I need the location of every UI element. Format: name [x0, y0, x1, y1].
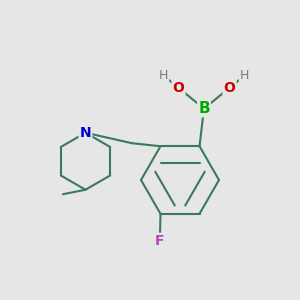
Text: H: H [240, 69, 249, 82]
Text: O: O [224, 81, 236, 95]
Text: N: N [80, 126, 91, 140]
Text: H: H [159, 69, 168, 82]
Text: O: O [172, 81, 184, 95]
Text: F: F [155, 234, 165, 248]
Text: B: B [198, 101, 210, 116]
